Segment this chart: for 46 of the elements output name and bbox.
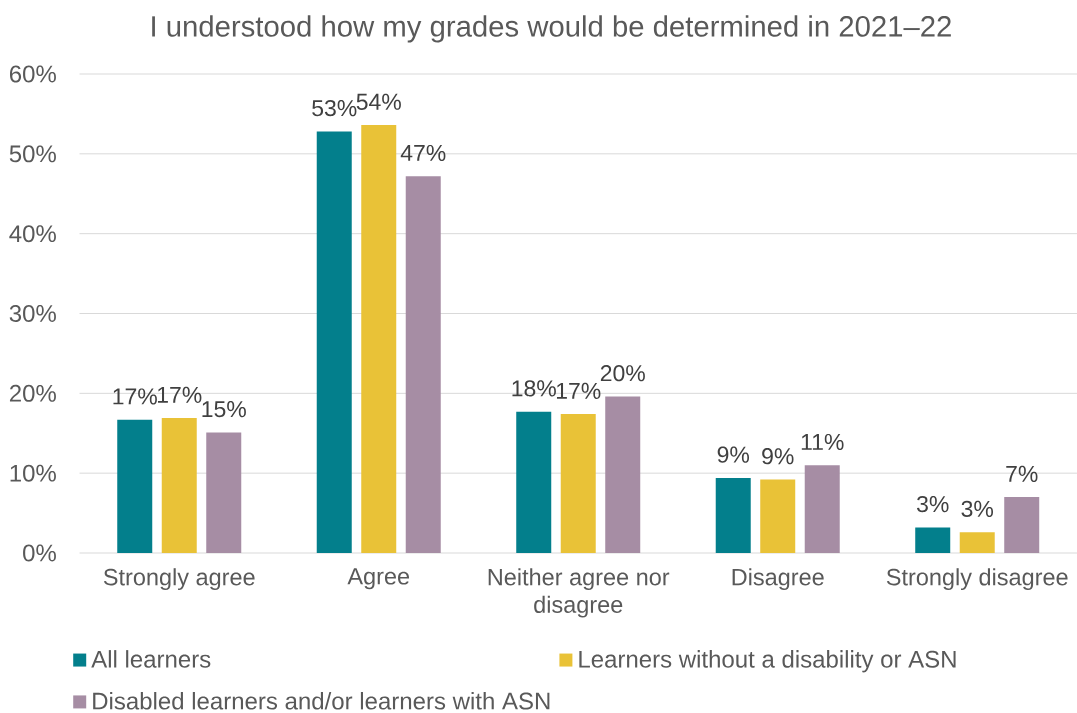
legend-label: Learners without a disability or ASN [579, 650, 956, 673]
data-label: 11% [801, 433, 844, 450]
legend-label: All learners [91, 650, 211, 668]
bar [804, 465, 840, 553]
bar [516, 411, 552, 553]
x-tick-label: Agree [347, 568, 410, 590]
data-label: 20% [600, 365, 645, 382]
data-label: 53% [312, 99, 357, 117]
bar [1004, 497, 1040, 553]
data-label: 7% [1006, 465, 1038, 482]
y-tick-label: 40% [9, 225, 56, 243]
x-tick-label: Strongly disagree [886, 568, 1068, 591]
data-label: 18% [512, 380, 556, 397]
bar [117, 419, 153, 553]
y-tick-label: 20% [9, 384, 56, 402]
data-label: 9% [717, 446, 750, 463]
chart-title: I understood how my grades would be determined in 2021–22 [152, 15, 951, 43]
bar [560, 414, 596, 553]
data-label: 9% [762, 448, 794, 465]
y-tick-label: 60% [9, 65, 56, 83]
bar [361, 125, 397, 553]
x-tick-label: Disagree [732, 568, 824, 591]
data-label: 3% [916, 495, 949, 513]
bar [316, 131, 352, 553]
y-tick-label: 10% [10, 464, 56, 482]
bar [161, 418, 197, 553]
y-tick-label: 50% [9, 145, 56, 163]
data-label: 17% [157, 386, 202, 403]
bar [206, 432, 242, 553]
data-label: 17% [113, 388, 157, 405]
y-tick-label: 0% [23, 544, 56, 562]
bar [605, 396, 641, 553]
bar [715, 477, 751, 553]
x-tick-label: Strongly agree [103, 568, 255, 591]
bar [405, 176, 441, 553]
bar [915, 527, 951, 553]
legend-label: Disabled learners and/or learners with ASN [93, 691, 550, 710]
data-label: 54% [356, 93, 401, 110]
data-label: 3% [961, 500, 994, 518]
data-label: 47% [400, 144, 446, 161]
y-tick-label: 30% [9, 305, 56, 322]
bar [760, 479, 796, 553]
data-label: 15% [202, 401, 246, 418]
x-tick-label: Neither agree nor disagree [488, 568, 670, 618]
bar [959, 532, 995, 553]
data-label: 17% [556, 382, 601, 399]
